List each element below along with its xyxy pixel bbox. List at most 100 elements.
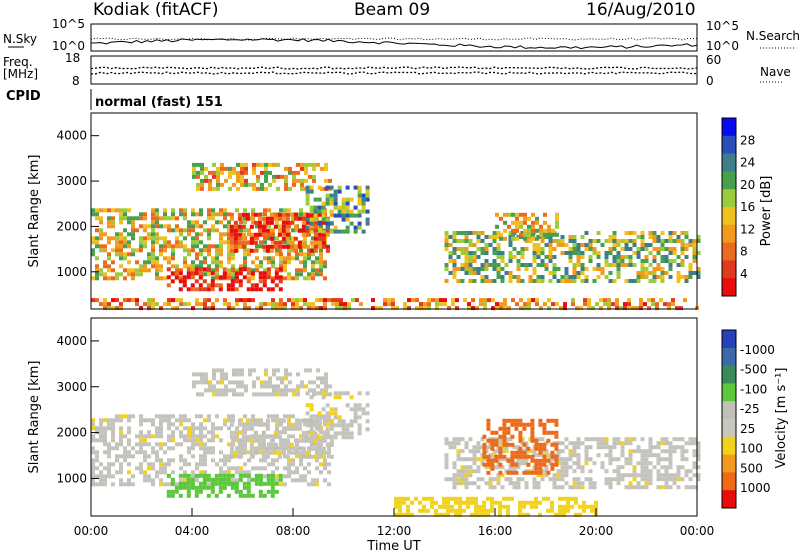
velocity-cell-0 [219,450,223,455]
velocity-cell-0 [199,430,203,435]
velocity-cell-6 [510,418,515,423]
power-cell-3 [312,162,316,167]
power-cell-7 [207,298,211,303]
velocity-cell-5 [676,437,681,442]
power-cell-3 [284,174,288,179]
velocity-cell-0 [283,414,287,419]
power-cell-4 [337,229,342,234]
velocity-cell-5 [468,481,473,486]
velocity-cell-5 [600,445,605,450]
velocity-cell-7 [426,496,430,501]
power-cell-5 [640,263,645,267]
velocity-cell-5 [660,473,665,478]
power-cell-5 [692,255,697,259]
power-cell-5 [648,243,653,247]
power-cell-0 [115,244,119,249]
power-cell-0 [263,240,267,245]
velocity-cell-5 [540,469,545,474]
velocity-cell-0 [275,414,279,419]
power-cell-0 [307,272,311,277]
power-cell-7 [227,302,231,307]
velocity-cell-0 [139,430,143,435]
velocity-cell-2 [253,430,258,435]
power-cell-4 [341,205,346,210]
velocity-cell-5 [652,445,657,450]
velocity-cell-3 [200,372,204,377]
power-cell-5 [620,239,625,243]
velocity-cell-0 [199,434,203,439]
power-cell-1 [194,287,199,292]
power-cell-0 [191,220,195,225]
power-cell-5 [452,239,457,243]
velocity-cell-4 [365,419,370,424]
power-cell-0 [119,212,123,217]
power-cell-0 [231,276,235,281]
power-cell-0 [159,276,163,281]
power-cell-5 [552,239,557,243]
velocity-cell-6 [554,454,559,459]
velocity-cell-7 [498,500,502,505]
velocity-cell-5 [648,437,653,442]
velocity-cell-0 [207,438,211,443]
velocity-cell-0 [111,422,115,427]
power-cell-7 [187,302,191,307]
velocity-cell-3 [240,368,244,373]
velocity-cell-0 [103,426,107,431]
power-cell-5 [696,275,701,279]
power-cell-4 [345,213,350,218]
velocity-cell-5 [584,453,589,458]
velocity-cell-0 [211,450,215,455]
velocity-cell-5 [604,481,609,486]
power-cell-3 [300,186,304,191]
velocity-cell-5 [680,437,685,442]
power-cell-1 [234,275,239,280]
power-cell-2 [253,248,258,253]
power-cell-5 [680,243,685,247]
power-cell-5 [544,267,549,271]
power-cell-5 [604,275,609,279]
velocity-cell-5 [572,485,577,490]
power-cell-0 [223,212,227,217]
power-cell-2 [241,232,246,237]
velocity-cell-2 [241,450,246,455]
power-cell-1 [182,279,187,284]
power-cell-7 [607,306,611,311]
velocity-cell-5 [596,437,601,442]
power-cell-0 [199,212,203,217]
power-cell-1 [206,287,211,292]
power-cell-2 [237,244,242,249]
velocity-cell-0 [107,446,111,451]
power-cell-5 [528,279,533,283]
power-cell-3 [212,186,216,191]
power-cell-5 [588,243,593,247]
velocity-cell-5 [572,481,577,486]
velocity-cell-5 [512,485,517,490]
power-cell-0 [251,208,255,213]
velocity-cell-5 [664,437,669,442]
power-cell-7 [499,302,503,307]
velocity-cell-2 [229,454,234,459]
velocity-cell-0 [223,454,227,459]
power-cell-6 [535,236,539,241]
power-cell-7 [295,298,299,303]
power-cell-0 [151,252,155,257]
x-tick-label-3: 12:00 [377,524,412,538]
power-cell-3 [264,174,268,179]
velocity-cell-2 [249,454,254,459]
velocity-cell-0 [263,466,267,471]
power-cell-5 [516,275,521,279]
power-cell-5 [532,271,537,275]
velocity-cell-5 [580,469,585,474]
velocity-cell-7 [594,500,598,505]
power-cell-5 [628,263,633,267]
power-cell-5 [508,275,513,279]
velocity-cell-6 [530,470,535,475]
power-cell-5 [660,275,665,279]
power-cell-0 [119,256,123,261]
velocity-cell-4 [349,435,354,440]
velocity-cell-0 [275,466,279,471]
power-cell-0 [299,272,303,277]
power-cell-5 [596,255,601,259]
power-cell-0 [227,252,231,257]
velocity-cell-0 [175,442,179,447]
